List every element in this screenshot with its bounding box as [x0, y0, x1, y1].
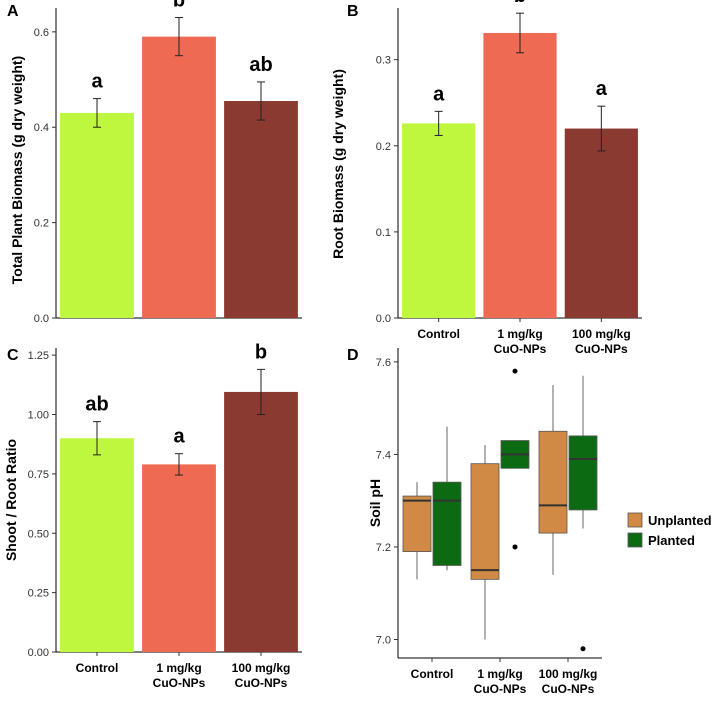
significance-letter: b — [514, 0, 526, 7]
x-category-label-line: CuO-NPs — [542, 682, 595, 696]
x-category-label-line: CuO-NPs — [235, 676, 288, 690]
y-tick-label: 0.3 — [376, 55, 391, 67]
outlier-point — [580, 646, 586, 652]
significance-letter: a — [433, 83, 445, 105]
x-category-label-line: CuO-NPs — [494, 342, 547, 356]
box-planted — [432, 481, 462, 566]
panel-c: C 0.00 0.25 0.50 0.75 1.00 1.25 Shoot / Root Ra… — [3, 341, 302, 690]
x-category-label: 100 mg/kg CuO-NPs — [539, 667, 598, 696]
bar-1 — [60, 112, 134, 318]
y-axis-label: Total Plant Biomass (g dry weight) — [9, 56, 25, 284]
legend-swatch — [627, 512, 643, 528]
panel-a: A 0.0 0.2 0.4 0.6 Total Plant Biomass (g dry … — [7, 0, 302, 325]
x-category-label: 1 mg/kg CuO-NPs — [494, 327, 547, 356]
box-unplanted — [538, 430, 568, 534]
panel-b: B 0.0 0.1 0.2 0.3 Root Biomass (g dry weight)… — [330, 0, 642, 356]
box-planted — [568, 435, 598, 511]
bar-1 — [60, 438, 134, 652]
y-tick-label: 1.25 — [28, 350, 49, 362]
x-category-label-line: 1 mg/kg — [497, 327, 542, 341]
outlier-point — [512, 368, 518, 374]
x-category-label-line: CuO-NPs — [474, 682, 527, 696]
box-unplanted — [402, 495, 432, 552]
y-tick-label: 0.4 — [34, 122, 49, 134]
x-category-label: 100 mg/kg CuO-NPs — [232, 661, 291, 690]
significance-letter: a — [596, 78, 608, 100]
y-tick-label: 7.4 — [376, 449, 391, 461]
y-axis-label: Shoot / Root Ratio — [3, 439, 19, 561]
x-category-label-line: 100 mg/kg — [539, 667, 598, 681]
x-category-label: 1 mg/kg CuO-NPs — [474, 667, 527, 696]
x-category-label: 100 mg/kg CuO-NPs — [572, 327, 631, 356]
panel-letter: A — [7, 3, 19, 20]
y-axis-label: Root Biomass (g dry weight) — [330, 69, 346, 259]
x-category-label-line: Control — [417, 327, 460, 341]
x-category-label-line: 1 mg/kg — [477, 667, 522, 681]
panel-letter: B — [347, 3, 359, 20]
bar-3 — [224, 391, 298, 652]
legend-label: Planted — [648, 533, 695, 548]
x-category-label: 1 mg/kg CuO-NPs — [153, 661, 206, 690]
y-tick-label: 0.2 — [376, 141, 391, 153]
legend-label: Unplanted — [648, 513, 712, 528]
x-category-label: Control — [411, 667, 454, 681]
x-category-label-line: CuO-NPs — [575, 342, 628, 356]
significance-letter: b — [173, 0, 185, 12]
x-category-label: Control — [76, 661, 119, 675]
y-tick-label: 7.2 — [376, 542, 391, 554]
y-tick-label: 1.00 — [28, 410, 49, 422]
y-tick-label: 0.0 — [376, 313, 391, 325]
y-tick-label: 0.75 — [28, 469, 49, 481]
y-tick-label: 0.25 — [28, 588, 49, 600]
x-category-label-line: 100 mg/kg — [572, 327, 631, 341]
bar-3 — [224, 101, 298, 318]
significance-letter: a — [173, 426, 185, 448]
bar-3 — [564, 128, 638, 318]
bar-2 — [142, 36, 216, 318]
x-category-label-line: Control — [76, 661, 119, 675]
y-tick-label: 7.6 — [376, 357, 391, 369]
x-category-label-line: 100 mg/kg — [232, 661, 291, 675]
y-tick-label: 0.2 — [34, 218, 49, 230]
y-tick-label: 7.0 — [376, 634, 391, 646]
y-tick-label: 0.50 — [28, 528, 49, 540]
x-category-label-line: Control — [411, 667, 454, 681]
x-category-label: Control — [417, 327, 460, 341]
significance-letter: b — [255, 341, 267, 363]
significance-letter: ab — [85, 394, 108, 416]
outlier-point — [512, 544, 518, 550]
significance-letter: a — [91, 71, 103, 93]
box-unplanted — [470, 463, 500, 580]
bar-2 — [142, 464, 216, 652]
x-category-label-line: CuO-NPs — [153, 676, 206, 690]
y-tick-label: 0.6 — [34, 27, 49, 39]
y-tick-label: 0.00 — [28, 647, 49, 659]
bar-2 — [483, 32, 557, 318]
legend: Unplanted Planted — [627, 512, 712, 548]
panel-letter: C — [7, 347, 19, 364]
y-axis-label: Soil pH — [367, 479, 383, 527]
bar-1 — [402, 123, 476, 318]
panel-letter: D — [347, 347, 359, 364]
legend-swatch — [627, 532, 643, 548]
y-tick-label: 0.0 — [34, 313, 49, 325]
x-category-label-line: 1 mg/kg — [156, 661, 201, 675]
y-tick-label: 0.1 — [376, 227, 391, 239]
significance-letter: ab — [249, 54, 272, 76]
